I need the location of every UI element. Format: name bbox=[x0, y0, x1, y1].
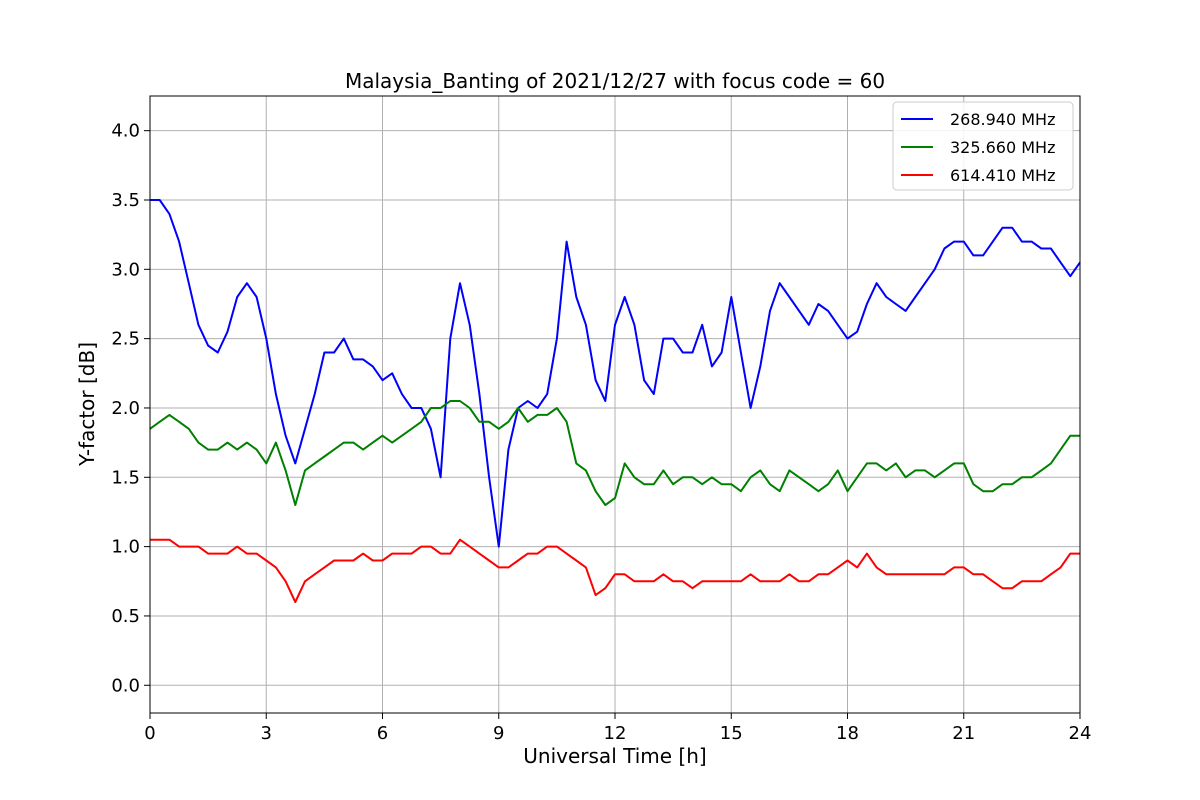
chart-title: Malaysia_Banting of 2021/12/27 with focu… bbox=[345, 69, 885, 93]
y-axis-ticks: 0.0 0.5 1.0 1.5 2.0 2.5 3.0 3.5 4.0 bbox=[111, 121, 150, 696]
x-axis-ticks: 0 3 6 9 12 15 18 21 24 bbox=[144, 713, 1091, 744]
y-tick-label: 1.5 bbox=[111, 467, 140, 488]
x-axis-label: Universal Time [h] bbox=[523, 744, 706, 768]
legend-label: 325.660 MHz bbox=[950, 138, 1055, 157]
x-tick-label: 18 bbox=[836, 723, 859, 744]
y-tick-label: 3.0 bbox=[111, 259, 140, 280]
series-line-3 bbox=[150, 538, 1080, 604]
x-tick-label: 21 bbox=[952, 723, 975, 744]
legend-label: 614.410 MHz bbox=[950, 166, 1055, 185]
y-tick-label: 3.5 bbox=[111, 190, 140, 211]
x-tick-label: 3 bbox=[261, 723, 272, 744]
legend-box bbox=[892, 101, 1074, 191]
series-layer bbox=[149, 199, 1081, 604]
y-tick-label: 2.0 bbox=[111, 398, 140, 419]
y-tick-label: 0.0 bbox=[111, 675, 140, 696]
legend-label: 268.940 MHz bbox=[950, 110, 1055, 129]
x-tick-label: 6 bbox=[377, 723, 388, 744]
x-tick-label: 9 bbox=[493, 723, 504, 744]
series-line-2 bbox=[149, 400, 1080, 506]
y-tick-label: 0.5 bbox=[111, 606, 140, 627]
y-tick-label: 2.5 bbox=[111, 329, 140, 350]
x-tick-label: 15 bbox=[720, 723, 743, 744]
legend: 268.940 MHz 325.660 MHz 614.410 MHz bbox=[892, 101, 1074, 191]
y-axis-label: Y-factor [dB] bbox=[75, 342, 99, 467]
series-line-1 bbox=[150, 199, 1081, 548]
x-tick-label: 0 bbox=[144, 723, 155, 744]
y-tick-label: 4.0 bbox=[111, 121, 140, 142]
x-tick-label: 12 bbox=[604, 723, 627, 744]
x-tick-label: 24 bbox=[1069, 723, 1092, 744]
y-tick-label: 1.0 bbox=[111, 537, 140, 558]
